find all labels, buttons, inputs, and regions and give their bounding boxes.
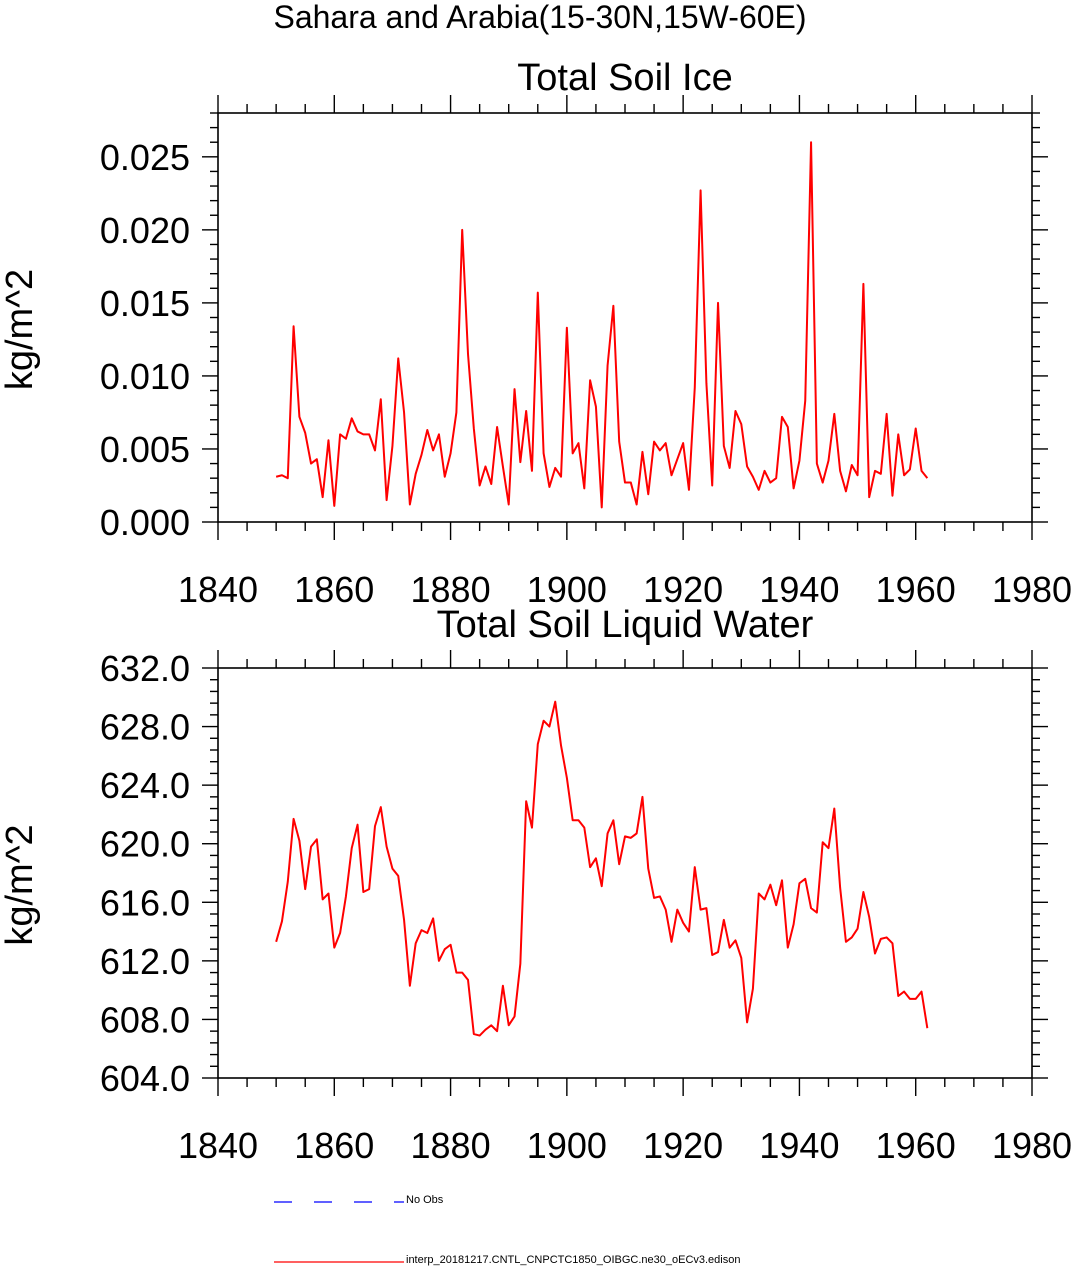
- y-tick-label: 0.000: [100, 502, 190, 543]
- legend-line-no-obs: [274, 1201, 404, 1203]
- y-tick-label: 608.0: [100, 999, 190, 1040]
- x-tick-label: 1920: [643, 569, 723, 610]
- y-axis-label: kg/m^2: [0, 824, 41, 945]
- y-tick-label: 612.0: [100, 941, 190, 982]
- chart-panels: Total Soil Ice kg/m^2 1840 1860 1880 1900 1920…: [0, 57, 1072, 1166]
- x-tick-label: 1860: [294, 1125, 374, 1166]
- y-tick-label: 632.0: [100, 648, 190, 689]
- x-tick-label: 1920: [643, 1125, 723, 1166]
- x-tick-label: 1880: [411, 1125, 491, 1166]
- plot-frame: [217, 667, 1033, 1079]
- y-tick-label: 604.0: [100, 1058, 190, 1099]
- y-tick-label: 0.005: [100, 429, 190, 470]
- y-tick-label: 0.025: [100, 137, 190, 178]
- chart-panel-1: Total Soil Ice kg/m^2 1840 1860 1880 1900 1920…: [0, 57, 1072, 610]
- x-tick-label: 1940: [759, 569, 839, 610]
- y-tick-label: 0.010: [100, 356, 190, 397]
- x-tick-label: 1940: [759, 1125, 839, 1166]
- series-line-model-run: [275, 141, 929, 509]
- x-tick-label: 1960: [876, 569, 956, 610]
- y-tick-label: 624.0: [100, 765, 190, 806]
- x-tick-label: 1900: [527, 569, 607, 610]
- x-tick-label: 1900: [527, 1125, 607, 1166]
- x-tick-label: 1980: [992, 569, 1072, 610]
- legend-label-no-obs: No Obs: [406, 1194, 444, 1206]
- x-tick-label: 1840: [178, 569, 258, 610]
- y-tick-label: 620.0: [100, 824, 190, 865]
- y-axis-label: kg/m^2: [0, 269, 41, 390]
- y-tick-label: 0.020: [100, 210, 190, 251]
- x-tick-label: 1860: [294, 569, 374, 610]
- x-tick-label: 1840: [178, 1125, 258, 1166]
- legend-line-model-run: [274, 1261, 404, 1263]
- x-tick-label: 1980: [992, 1125, 1072, 1166]
- figure-suptitle: Sahara and Arabia(15-30N,15W-60E): [273, 0, 806, 35]
- y-tick-label: 0.015: [100, 283, 190, 324]
- plot-frame: [217, 112, 1033, 523]
- series-line-model-run: [275, 700, 929, 1037]
- chart-panel-2: Total Soil Liquid Water kg/m^2 1840 1860 188…: [0, 604, 1072, 1166]
- y-tick-label: 616.0: [100, 882, 190, 923]
- y-tick-label: 628.0: [100, 707, 190, 748]
- chart-title: Total Soil Liquid Water: [437, 604, 814, 646]
- x-tick-label: 1960: [876, 1125, 956, 1166]
- legend-label-model-run: interp_20181217.CNTL_CNPCTC1850_OIBGC.ne…: [406, 1254, 741, 1266]
- chart-title: Total Soil Ice: [517, 57, 732, 99]
- x-tick-label: 1880: [411, 569, 491, 610]
